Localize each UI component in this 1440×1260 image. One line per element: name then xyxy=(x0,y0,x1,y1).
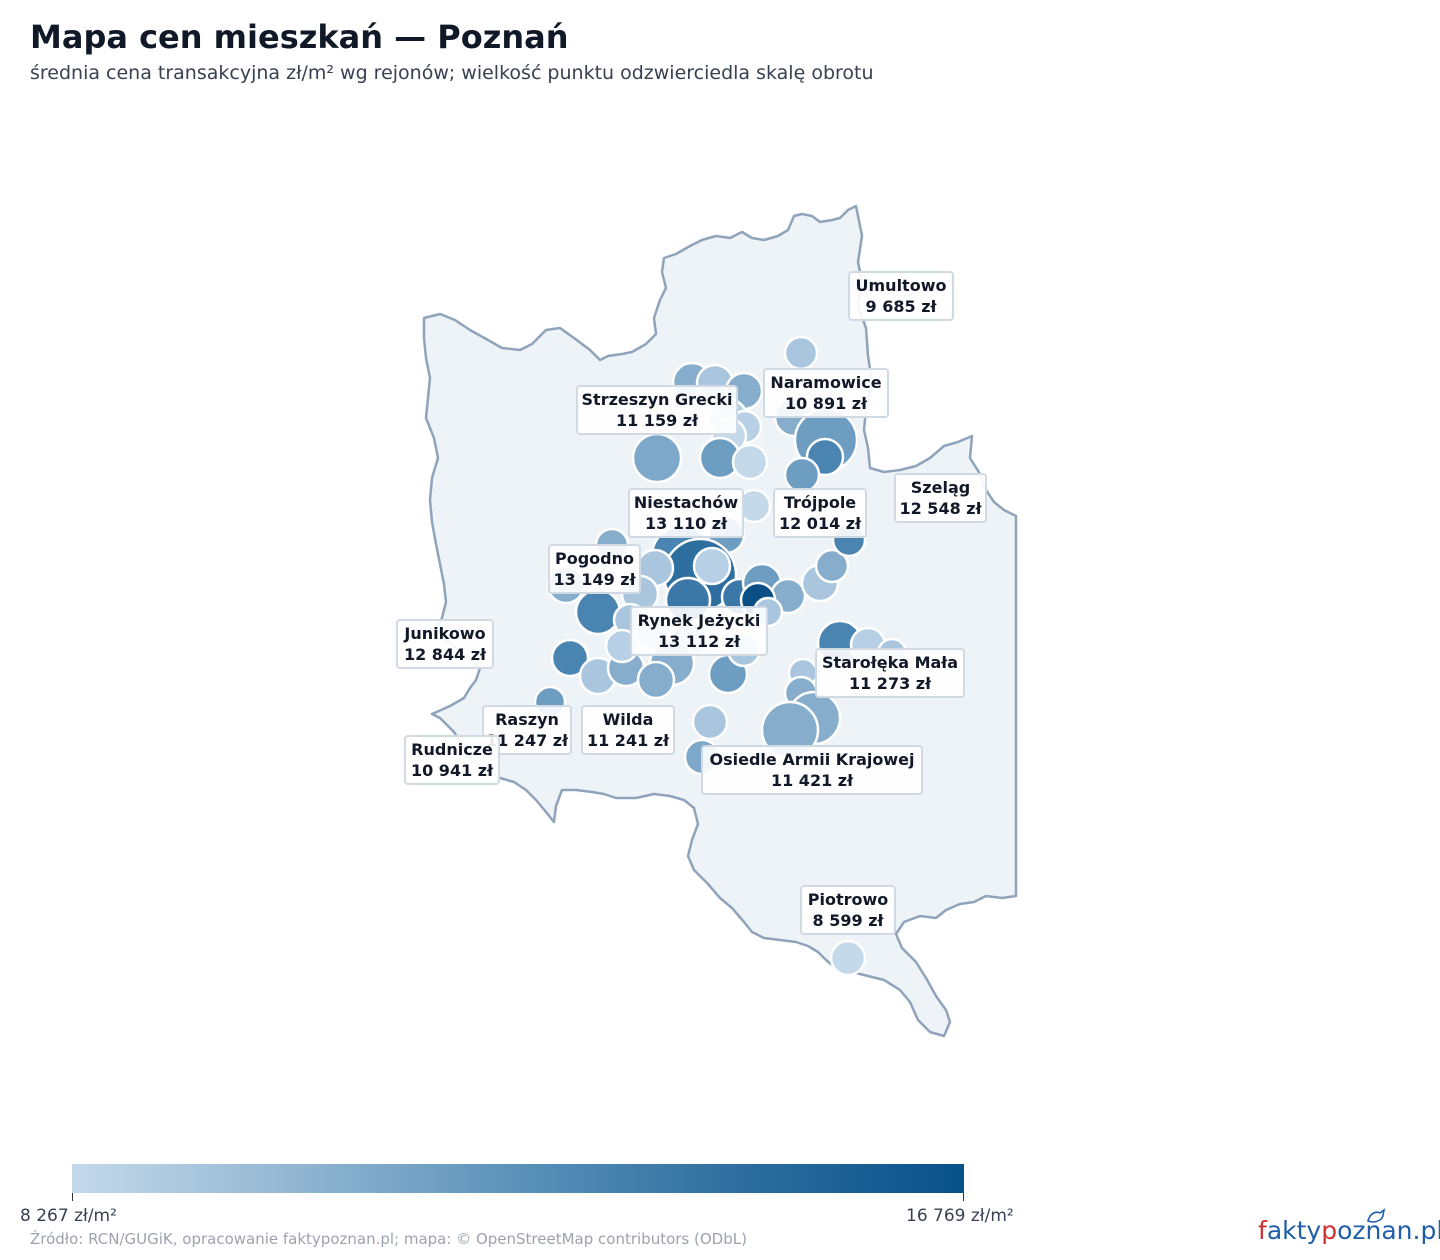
district-label-box xyxy=(848,271,954,321)
district-label: Strzeszyn Grecki 11 159 zł xyxy=(576,385,738,435)
district-label: Osiedle Armii Krajowej 11 421 zł xyxy=(701,745,923,795)
district-price: 11 159 zł xyxy=(616,411,699,430)
district-marker[interactable] xyxy=(636,660,676,700)
colorbar-max-label: 16 769 zł/m² xyxy=(906,1206,1014,1226)
page-title: Mapa cen mieszkań — Poznań xyxy=(30,18,569,56)
district-price: 11 273 zł xyxy=(849,674,932,693)
district-price: 11 247 zł xyxy=(486,731,569,750)
district-price: 8 599 zł xyxy=(813,911,885,930)
district-name: Strzeszyn Grecki xyxy=(582,390,733,409)
district-price: 11 241 zł xyxy=(587,731,670,750)
district-label-box xyxy=(894,473,987,523)
district-label-box xyxy=(576,385,738,435)
district-name: Rudnicze xyxy=(411,740,493,759)
district-name: Starołęka Mała xyxy=(822,653,958,672)
district-name: Osiedle Armii Krajowej xyxy=(710,750,915,769)
district-marker[interactable] xyxy=(783,335,819,371)
district-price: 12 548 zł xyxy=(899,499,982,518)
district-label-box xyxy=(482,705,572,755)
district-label-box xyxy=(628,488,744,538)
district-labels: Umultowo 9 685 zł Naramowice 10 891 zł Strze… xyxy=(396,271,987,935)
district-price: 10 941 zł xyxy=(411,761,494,780)
colorbar-tick-max xyxy=(963,1193,964,1201)
district-label-box xyxy=(630,606,768,656)
district-marker[interactable] xyxy=(691,703,729,741)
district-marker[interactable] xyxy=(631,432,683,484)
district-price: 13 110 zł xyxy=(645,514,728,533)
district-name: Junikowo xyxy=(403,624,485,643)
district-label: Pogodno 13 149 zł xyxy=(548,544,641,594)
district-label: Umultowo 9 685 zł xyxy=(848,271,954,321)
district-label-box xyxy=(548,544,641,594)
district-label: Niestachów 13 110 zł xyxy=(628,488,744,538)
district-label: Wilda 11 241 zł xyxy=(581,705,675,755)
district-marker[interactable] xyxy=(550,638,590,678)
district-label: Trójpole 12 014 zł xyxy=(773,488,867,538)
goat-icon xyxy=(1367,1208,1386,1223)
district-name: Niestachów xyxy=(634,493,739,512)
district-name: Rynek Jeżycki xyxy=(638,611,761,630)
map[interactable]: Umultowo 9 685 zł Naramowice 10 891 zł Strze… xyxy=(0,0,1440,1150)
colorbar-min-label: 8 267 zł/m² xyxy=(20,1206,117,1226)
district-label-box xyxy=(815,648,965,698)
district-label: Junikowo 12 844 zł xyxy=(396,619,494,669)
district-marker[interactable] xyxy=(692,546,732,586)
district-name: Naramowice xyxy=(770,373,881,392)
district-name: Raszyn xyxy=(495,710,559,729)
district-label-box xyxy=(701,745,923,795)
district-label-box xyxy=(763,368,889,418)
brand-part-4: oznan.pl xyxy=(1337,1216,1440,1245)
district-marker[interactable] xyxy=(814,548,850,584)
brand-part-2: akty xyxy=(1266,1216,1322,1245)
district-label: Piotrowo 8 599 zł xyxy=(800,885,896,935)
district-marker[interactable] xyxy=(574,588,622,636)
district-price: 12 844 zł xyxy=(404,645,487,664)
district-name: Piotrowo xyxy=(808,890,889,909)
district-label: Rudnicze 10 941 zł xyxy=(404,735,500,785)
district-name: Trójpole xyxy=(784,493,856,512)
district-label: Naramowice 10 891 zł xyxy=(763,368,889,418)
district-label: Starołęka Mała 11 273 zł xyxy=(815,648,965,698)
district-price: 13 112 zł xyxy=(658,632,741,651)
district-name: Szeląg xyxy=(911,478,970,497)
district-label: Raszyn 11 247 zł xyxy=(482,705,572,755)
brand-logo[interactable]: faktypoznan.pl xyxy=(1258,1216,1440,1245)
district-name: Umultowo xyxy=(856,276,947,295)
district-name: Pogodno xyxy=(555,549,634,568)
district-marker[interactable] xyxy=(731,443,769,481)
district-marker[interactable] xyxy=(783,456,821,494)
district-price: 10 891 zł xyxy=(785,394,868,413)
district-label-box xyxy=(800,885,896,935)
colorbar xyxy=(72,1164,964,1193)
district-marker[interactable] xyxy=(829,939,867,977)
source-note: Źródło: RCN/GUGiK, opracowanie faktypozn… xyxy=(30,1230,747,1248)
district-label-box xyxy=(581,705,675,755)
district-label: Rynek Jeżycki 13 112 zł xyxy=(630,606,768,656)
district-label-box xyxy=(404,735,500,785)
page-subtitle: średnia cena transakcyjna zł/m² wg rejon… xyxy=(30,62,874,84)
brand-part-1: f xyxy=(1258,1216,1267,1245)
district-label: Szeląg 12 548 zł xyxy=(894,473,987,523)
district-label-box xyxy=(773,488,867,538)
colorbar-tick-min xyxy=(72,1193,73,1201)
district-price: 12 014 zł xyxy=(779,514,862,533)
district-name: Wilda xyxy=(603,710,654,729)
district-label-box xyxy=(396,619,494,669)
district-price: 11 421 zł xyxy=(771,771,854,790)
brand-part-3: p xyxy=(1321,1216,1338,1245)
district-price: 9 685 zł xyxy=(866,297,938,316)
district-price: 13 149 zł xyxy=(553,570,636,589)
